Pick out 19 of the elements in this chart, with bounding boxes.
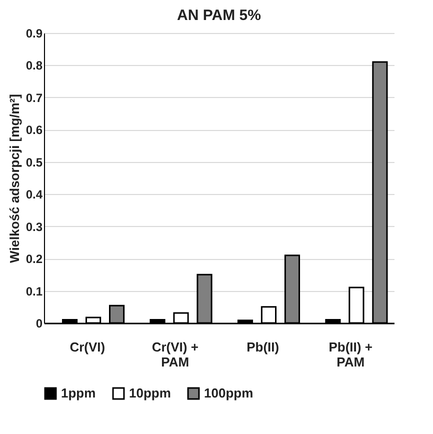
y-axis-title: Wielkość adsorpcji [mg/m²] xyxy=(6,94,22,263)
y-tick-label: 0.1 xyxy=(26,284,43,298)
y-tick-label: 0.3 xyxy=(26,220,43,234)
y-tick-label: 0.7 xyxy=(26,90,43,105)
y-tick-label: 0.4 xyxy=(26,188,43,202)
y-tick-label: 0.2 xyxy=(26,252,43,266)
y-tick-label: 0 xyxy=(36,316,43,330)
x-tick-label: Pb(II) xyxy=(246,340,280,354)
legend-label: 1ppm xyxy=(61,386,96,401)
y-tick-label: 0.9 xyxy=(26,26,43,40)
x-tick-label: Cr(VI) + PAM xyxy=(152,340,199,370)
x-tick-label: Cr(VI) xyxy=(70,340,106,354)
y-tick-label: 0.6 xyxy=(26,123,43,138)
legend-label: 100ppm xyxy=(204,386,254,401)
y-tick-label: 0.5 xyxy=(26,155,43,170)
y-tick-label: 0.8 xyxy=(26,58,43,73)
chart-title: AN PAM 5% xyxy=(177,7,261,24)
x-tick-label: Pb(II) + PAM xyxy=(328,340,373,370)
legend-label: 10ppm xyxy=(129,386,171,401)
